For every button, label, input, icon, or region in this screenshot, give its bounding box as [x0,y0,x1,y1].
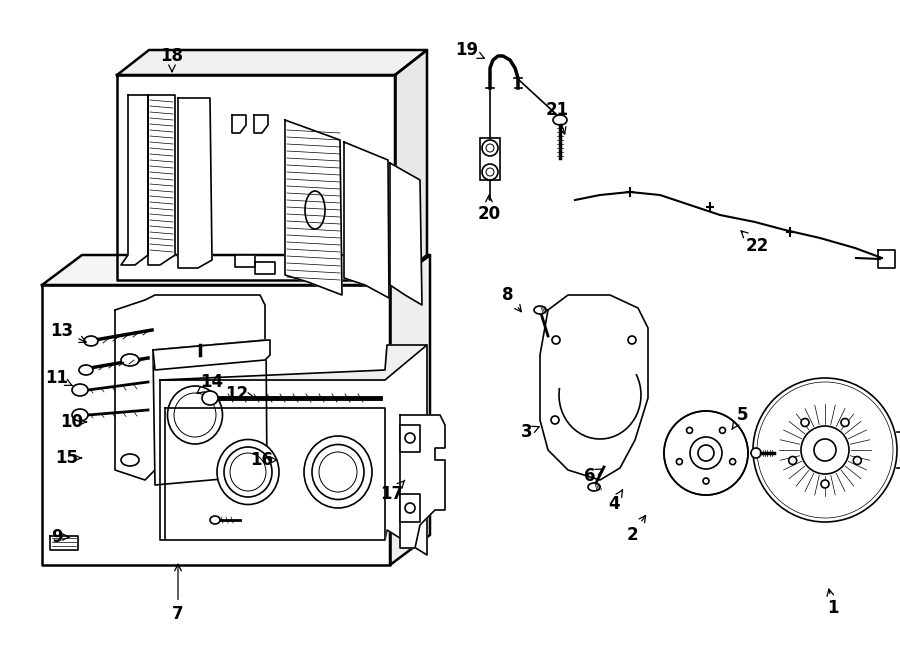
Ellipse shape [534,306,546,314]
Text: 17: 17 [381,480,405,503]
Text: 8: 8 [502,286,521,312]
Polygon shape [390,163,422,305]
Ellipse shape [121,354,139,366]
Polygon shape [400,415,445,548]
Text: 10: 10 [60,413,86,431]
Text: 5: 5 [732,406,748,429]
Ellipse shape [690,437,722,469]
Polygon shape [178,98,212,268]
Ellipse shape [72,384,88,396]
Polygon shape [285,120,342,295]
Ellipse shape [553,115,567,125]
Ellipse shape [588,483,600,491]
Ellipse shape [687,428,692,434]
Ellipse shape [664,411,748,495]
Ellipse shape [719,428,725,434]
Polygon shape [254,115,268,133]
Polygon shape [165,408,385,540]
Polygon shape [390,255,430,565]
Ellipse shape [677,459,682,465]
Ellipse shape [304,436,372,508]
Ellipse shape [84,336,98,346]
Text: 12: 12 [225,385,255,403]
Bar [480,138,500,180]
Text: 3: 3 [521,423,539,441]
Ellipse shape [753,378,897,522]
Polygon shape [395,50,427,280]
Text: 21: 21 [545,101,569,134]
Text: 15: 15 [56,449,81,467]
Polygon shape [255,262,275,274]
Polygon shape [121,95,148,265]
Ellipse shape [730,459,735,465]
Ellipse shape [210,516,220,524]
Ellipse shape [121,454,139,466]
Polygon shape [153,340,267,485]
Text: 4: 4 [608,490,623,513]
Text: 7: 7 [172,564,184,623]
Ellipse shape [751,448,761,458]
Ellipse shape [167,386,222,444]
Text: 13: 13 [50,322,86,342]
Text: 18: 18 [160,47,184,71]
Ellipse shape [814,439,836,461]
Text: 9: 9 [51,528,69,546]
Ellipse shape [698,445,714,461]
Polygon shape [232,115,246,133]
Ellipse shape [841,418,849,426]
Polygon shape [42,285,390,565]
Ellipse shape [853,457,861,465]
Text: 1: 1 [827,589,839,617]
Polygon shape [153,340,270,370]
Polygon shape [148,95,175,265]
Text: 11: 11 [46,369,72,387]
Ellipse shape [217,440,279,504]
Text: 19: 19 [455,41,484,59]
Text: 6: 6 [584,467,602,485]
Ellipse shape [703,478,709,484]
Polygon shape [344,142,389,298]
Ellipse shape [482,164,498,180]
Polygon shape [42,255,430,285]
Text: 14: 14 [197,373,223,393]
Ellipse shape [312,444,364,500]
Ellipse shape [801,418,809,426]
Ellipse shape [788,457,796,465]
Text: 20: 20 [477,195,500,223]
Ellipse shape [801,426,849,474]
Text: 16: 16 [250,451,277,469]
Ellipse shape [224,447,272,497]
Ellipse shape [202,391,218,405]
Polygon shape [160,345,427,380]
Ellipse shape [482,140,498,156]
Polygon shape [235,255,255,267]
Ellipse shape [72,409,88,421]
Text: 22: 22 [741,231,769,255]
Polygon shape [50,536,78,550]
Polygon shape [117,75,395,280]
Ellipse shape [821,480,829,488]
Polygon shape [400,494,420,522]
Polygon shape [117,50,427,75]
Polygon shape [540,295,648,480]
Ellipse shape [79,365,93,375]
Polygon shape [115,295,265,480]
Polygon shape [400,425,420,452]
Text: 2: 2 [626,516,645,544]
Ellipse shape [305,191,325,229]
Polygon shape [160,345,427,555]
